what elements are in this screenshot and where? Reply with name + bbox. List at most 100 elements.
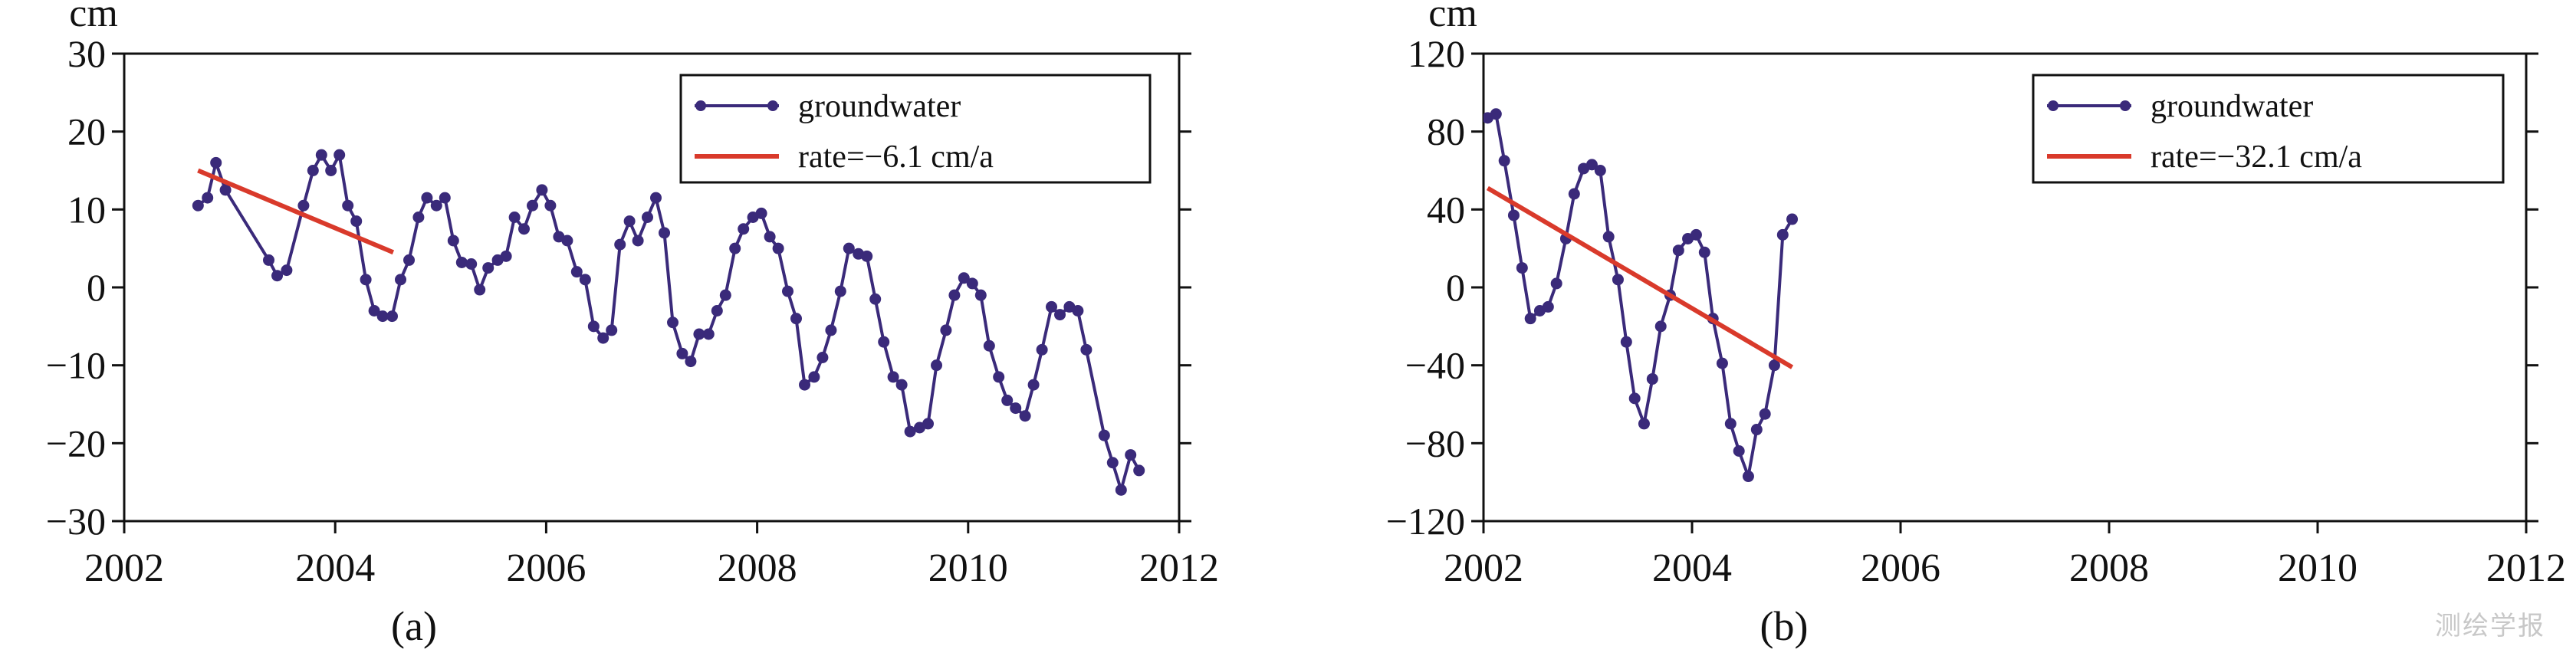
groundwater-data-point bbox=[1742, 471, 1754, 483]
y-axis-label: cm bbox=[69, 0, 118, 35]
groundwater-data-point bbox=[738, 223, 750, 235]
groundwater-data-point bbox=[527, 199, 539, 212]
y-tick-label: −80 bbox=[1405, 421, 1465, 464]
groundwater-data-point bbox=[1585, 159, 1598, 171]
groundwater-data-point bbox=[1080, 343, 1092, 356]
groundwater-data-point bbox=[1098, 429, 1110, 441]
groundwater-data-point bbox=[1516, 262, 1528, 274]
y-tick-label: 30 bbox=[67, 32, 106, 75]
x-tick-label: 2004 bbox=[295, 546, 375, 590]
groundwater-data-point bbox=[1125, 449, 1137, 461]
x-tick-label: 2002 bbox=[1444, 546, 1523, 590]
groundwater-data-point bbox=[922, 418, 935, 430]
y-tick-label: 20 bbox=[67, 110, 106, 153]
groundwater-data-point bbox=[1019, 410, 1031, 422]
y-tick-label: 80 bbox=[1427, 110, 1465, 153]
groundwater-data-point bbox=[825, 324, 837, 336]
groundwater-data-point bbox=[482, 262, 495, 274]
x-tick-label: 2008 bbox=[2069, 546, 2149, 590]
groundwater-data-point bbox=[281, 264, 293, 277]
groundwater-data-point bbox=[1646, 372, 1658, 385]
y-tick-label: 120 bbox=[1408, 32, 1465, 75]
y-tick-label: −30 bbox=[46, 500, 106, 543]
plot-area bbox=[1484, 108, 1799, 483]
legend-box bbox=[2032, 74, 2505, 184]
groundwater-data-point bbox=[958, 272, 970, 284]
groundwater-data-point bbox=[368, 305, 380, 317]
groundwater-data-point bbox=[1672, 244, 1684, 257]
groundwater-data-point bbox=[1750, 424, 1763, 436]
groundwater-data-point bbox=[1690, 228, 1702, 241]
groundwater-data-point bbox=[685, 356, 697, 368]
groundwater-data-point bbox=[676, 347, 688, 359]
groundwater-data-point bbox=[334, 149, 346, 161]
rate-trend-line bbox=[197, 168, 395, 255]
legend-marker bbox=[695, 100, 706, 111]
y-tick-label: 0 bbox=[1446, 266, 1465, 309]
groundwater-data-point bbox=[1046, 300, 1058, 313]
groundwater-data-point bbox=[1768, 359, 1780, 372]
journal-watermark: 测绘学报 bbox=[2435, 611, 2545, 641]
panel-label: (b) bbox=[1760, 603, 1809, 649]
groundwater-data-point bbox=[659, 227, 671, 239]
groundwater-data-point bbox=[843, 242, 855, 254]
groundwater-data-point bbox=[202, 192, 214, 204]
groundwater-data-point bbox=[948, 289, 961, 301]
groundwater-data-point bbox=[1733, 445, 1745, 457]
groundwater-data-point bbox=[1507, 209, 1520, 221]
groundwater-data-point bbox=[1638, 418, 1650, 430]
groundwater-data-point bbox=[1786, 213, 1799, 225]
groundwater-data-point bbox=[1594, 165, 1606, 176]
groundwater-data-point bbox=[1490, 108, 1502, 120]
groundwater-data-point bbox=[219, 184, 232, 196]
groundwater-data-point bbox=[508, 212, 521, 223]
groundwater-data-point bbox=[614, 238, 626, 251]
groundwater-data-point bbox=[1498, 155, 1510, 167]
groundwater-data-point bbox=[597, 332, 610, 344]
groundwater-data-point bbox=[641, 212, 653, 223]
groundwater-data-point bbox=[887, 371, 899, 383]
groundwater-data-point bbox=[764, 231, 776, 243]
y-tick-label: −120 bbox=[1386, 500, 1465, 543]
x-tick-label: 2012 bbox=[1139, 546, 1219, 590]
groundwater-data-point bbox=[993, 371, 1005, 383]
groundwater-data-point bbox=[350, 215, 363, 228]
groundwater-data-point bbox=[1602, 231, 1615, 243]
groundwater-data-point bbox=[719, 289, 731, 301]
groundwater-data-point bbox=[1054, 309, 1066, 321]
groundwater-data-point bbox=[386, 310, 399, 323]
groundwater-data-point bbox=[1628, 392, 1641, 405]
x-tick-label: 2008 bbox=[718, 546, 797, 590]
groundwater-data-point bbox=[693, 328, 705, 340]
groundwater-data-point bbox=[606, 324, 618, 336]
legend-marker bbox=[2120, 100, 2131, 111]
groundwater-data-point bbox=[500, 250, 512, 262]
groundwater-data-point bbox=[210, 156, 222, 169]
groundwater-data-point bbox=[192, 199, 204, 212]
y-tick-label: −40 bbox=[1405, 344, 1465, 387]
groundwater-data-point bbox=[447, 235, 459, 247]
legend-marker bbox=[767, 100, 778, 111]
chart-panel-b: −120 −80 −40 0 40 80 120 2002 2004 2006 2008 2010 20… bbox=[1386, 0, 2566, 649]
x-tick-label: 2006 bbox=[506, 546, 586, 590]
groundwater-data-point bbox=[1759, 408, 1771, 420]
groundwater-data-point bbox=[1716, 357, 1728, 369]
groundwater-data-point bbox=[869, 293, 882, 305]
groundwater-data-point bbox=[1542, 300, 1554, 313]
groundwater-data-point bbox=[1036, 343, 1048, 356]
groundwater-data-point bbox=[1550, 277, 1562, 290]
groundwater-data-point bbox=[412, 212, 425, 223]
groundwater-data-point bbox=[1072, 305, 1084, 317]
groundwater-data-point bbox=[579, 274, 591, 286]
groundwater-data-point bbox=[544, 199, 557, 212]
groundwater-data-point bbox=[1001, 394, 1014, 406]
groundwater-data-point bbox=[518, 223, 531, 235]
groundwater-data-point bbox=[983, 339, 995, 352]
y-axis-label: cm bbox=[1428, 0, 1477, 35]
groundwater-data-point bbox=[587, 320, 600, 333]
groundwater-data-point bbox=[623, 215, 636, 228]
groundwater-data-point bbox=[263, 254, 275, 266]
groundwater-data-point bbox=[1654, 320, 1667, 333]
y-tick-label: 0 bbox=[87, 266, 106, 309]
groundwater-data-point bbox=[755, 207, 767, 219]
